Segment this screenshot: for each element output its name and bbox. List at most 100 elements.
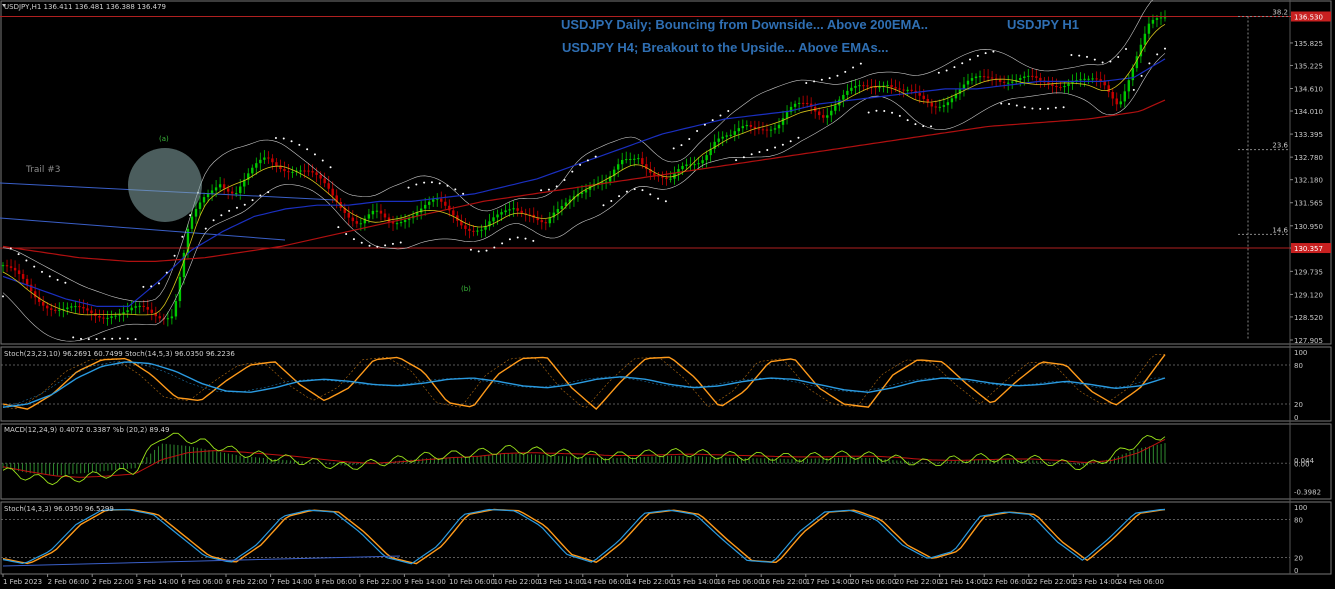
- candle-body: [1027, 75, 1030, 77]
- candle-body: [886, 85, 889, 87]
- candle-body: [1055, 85, 1058, 88]
- candle-body: [202, 197, 206, 203]
- psar-dot: [883, 110, 886, 113]
- candle-body: [1139, 44, 1143, 57]
- candle-body: [367, 214, 371, 219]
- candle-body: [42, 301, 45, 306]
- candle-body: [114, 315, 117, 317]
- candle-body: [259, 159, 262, 164]
- psar-dot: [984, 52, 987, 55]
- candle-body: [323, 178, 326, 184]
- candle-body: [142, 305, 145, 307]
- candle-body: [423, 204, 427, 209]
- psar-dot: [937, 71, 940, 74]
- psar-dot: [805, 82, 808, 85]
- candle-body: [464, 225, 467, 229]
- psar-dot: [157, 282, 160, 285]
- candle-body: [86, 308, 89, 311]
- candle-body: [98, 316, 101, 318]
- time-tick-23: 22 Feb 22:00: [1029, 578, 1075, 586]
- candle-body: [661, 176, 664, 178]
- psar-dot: [337, 226, 340, 229]
- psar-dot: [836, 74, 839, 77]
- candle-body: [641, 158, 644, 165]
- stoch2-panel-frame: [0, 501, 1332, 575]
- time-tick-13: 14 Feb 06:00: [583, 578, 629, 586]
- candle-body: [874, 87, 877, 89]
- candle-body: [1, 265, 5, 267]
- candle-body: [255, 163, 258, 168]
- candle-body: [950, 98, 954, 103]
- candle-body: [90, 310, 93, 314]
- time-tick-16: 16 Feb 06:00: [717, 578, 763, 586]
- psar-dot: [438, 182, 441, 185]
- candle-body: [669, 178, 672, 180]
- psar-dot: [165, 271, 168, 274]
- annotation-h4: USDJPY H4; Breakout to the Upside... Abo…: [562, 40, 889, 55]
- candle-body: [303, 170, 306, 172]
- candle-body: [516, 208, 519, 211]
- annotation-daily: USDJPY Daily; Bouncing from Downside... …: [561, 17, 928, 32]
- candle-body: [174, 301, 178, 317]
- candle-body: [894, 87, 897, 89]
- candle-body: [138, 305, 141, 307]
- osc-tick-2: 20: [1294, 554, 1303, 562]
- collapse-arrow-icon[interactable]: [2, 4, 6, 7]
- psar-dot: [423, 181, 426, 184]
- time-tick-20: 20 Feb 22:00: [895, 578, 941, 586]
- psar-dot: [493, 246, 496, 249]
- candle-body: [230, 191, 234, 194]
- candle-body: [407, 218, 411, 220]
- time-tick-25: 24 Feb 06:00: [1118, 578, 1164, 586]
- psar-dot: [251, 199, 254, 202]
- stoch2-slow-line: [2, 508, 1166, 565]
- psar-dot: [2, 295, 4, 298]
- psar-dot: [1078, 54, 1081, 57]
- psar-dot: [703, 123, 706, 126]
- candle-body: [343, 207, 346, 213]
- candle-body: [311, 171, 314, 173]
- candle-body: [355, 221, 359, 224]
- candle-body: [930, 102, 933, 107]
- time-tick-5: 6 Feb 22:00: [226, 578, 267, 586]
- candle-body: [371, 210, 375, 215]
- candle-body: [689, 164, 692, 166]
- psar-dot: [1109, 60, 1112, 63]
- candle-body: [375, 210, 379, 212]
- candle-body: [998, 79, 1002, 82]
- candle-body: [1111, 92, 1114, 99]
- price-tick-4: 134.010: [1294, 108, 1323, 116]
- candle-body: [990, 77, 994, 79]
- price-tick-3: 134.610: [1294, 86, 1323, 94]
- candle-body: [898, 88, 901, 90]
- candle-body: [552, 212, 556, 218]
- candle-body: [970, 78, 974, 81]
- candle-body: [1031, 75, 1034, 77]
- candle-body: [1083, 78, 1086, 80]
- psar-dot: [1031, 107, 1034, 110]
- candle-body: [629, 159, 632, 161]
- psar-dot: [891, 111, 894, 114]
- candle-body: [830, 110, 833, 116]
- candle-body: [512, 208, 515, 210]
- candle-body: [785, 112, 789, 119]
- candle-body: [395, 223, 399, 225]
- psar-dot: [1156, 53, 1159, 56]
- osc-tick-0: 100: [1294, 349, 1307, 357]
- price-tick-1: 135.825: [1294, 40, 1323, 48]
- candle-body: [633, 158, 636, 160]
- level-tag-text-0: 136.530: [1294, 14, 1323, 22]
- psar-dot: [189, 214, 192, 217]
- candle-body: [379, 210, 383, 214]
- candle-body: [974, 76, 978, 79]
- psar-dot: [1140, 74, 1143, 77]
- candle-body: [681, 165, 684, 170]
- psar-dot: [524, 237, 527, 240]
- candle-body: [544, 222, 548, 224]
- candle-body: [701, 160, 704, 164]
- candle-body: [436, 198, 439, 200]
- candle-body: [801, 102, 805, 104]
- level-tag-text-1: 130.357: [1294, 245, 1323, 253]
